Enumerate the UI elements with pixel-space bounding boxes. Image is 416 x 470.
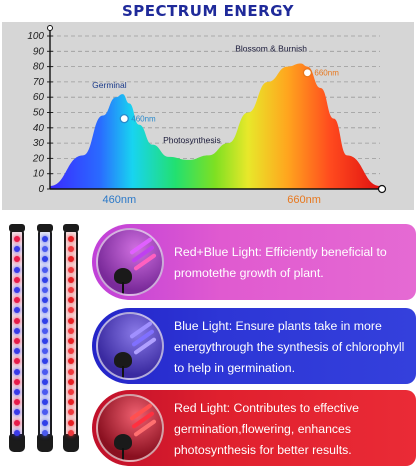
x-axis-label: 660nm [287, 194, 321, 206]
led-dot [68, 358, 74, 365]
y-tick-label: 10 [33, 169, 45, 180]
wavelength-marker [119, 113, 129, 124]
y-tick-label: 70 [33, 77, 45, 88]
led-dot [42, 327, 48, 334]
led-dot [42, 399, 48, 406]
led-dot [68, 409, 74, 416]
grow-light-bars [0, 218, 90, 470]
led-dot [14, 338, 20, 344]
y-axis-end-dot [47, 25, 53, 31]
led-dot [14, 246, 20, 253]
led-dot [14, 297, 20, 304]
red-light-panel: Red Light: Contributes to effective germ… [92, 390, 416, 466]
led-dot [42, 409, 48, 416]
led-dot [14, 276, 20, 283]
led-dot [14, 358, 20, 365]
led-dot [42, 378, 48, 385]
blue-light-panel: Blue Light: Ensure plants take in more e… [92, 308, 416, 384]
led-dot [14, 327, 20, 334]
y-tick-label: 100 [27, 31, 44, 42]
y-tick-label: 30 [33, 138, 45, 149]
led-dot [14, 256, 20, 263]
led-light-bar [37, 224, 53, 452]
y-tick-label: 80 [33, 62, 45, 73]
blue-light-text: Blue Light: Ensure plants take in more e… [174, 318, 405, 375]
led-dot [68, 399, 74, 406]
y-tick-label: 0 [38, 184, 44, 195]
led-dot [68, 378, 74, 385]
led-dot [42, 287, 48, 293]
led-dot [42, 297, 48, 304]
y-tick-label: 50 [33, 108, 45, 119]
led-dot [14, 307, 20, 314]
led-light-bar [9, 224, 25, 452]
led-dot [14, 348, 20, 355]
led-dot [42, 338, 48, 344]
led-dot [68, 327, 74, 334]
led-dot [14, 399, 20, 406]
led-dot [42, 246, 48, 253]
led-dot [68, 297, 74, 304]
led-dot [42, 236, 48, 242]
led-dot [14, 409, 20, 416]
led-dot [14, 378, 20, 385]
wavelength-marker [302, 68, 313, 78]
led-dot [42, 358, 48, 365]
y-tick-label: 60 [33, 92, 45, 103]
led-dot [14, 368, 20, 375]
led-dot [14, 287, 20, 293]
led-dot [14, 429, 20, 436]
red-light-text: Red Light: Contributes to effective germ… [174, 400, 360, 457]
wavelength-marker-label: 460nm [131, 115, 156, 124]
red-blue-light-text: Red+Blue Light: Efficiently beneficial t… [174, 245, 387, 280]
led-dot [14, 266, 20, 273]
red-blue-light-panel: Red+Blue Light: Efficiently beneficial t… [92, 224, 416, 300]
red-blue-light-photo [96, 228, 164, 296]
led-dot [68, 368, 74, 375]
led-dot [42, 429, 48, 436]
chart-annotation: Germinal [92, 80, 127, 90]
led-dot [14, 389, 20, 395]
led-dot [14, 317, 20, 324]
y-tick-label: 20 [32, 153, 45, 164]
led-dot [68, 338, 74, 344]
led-dot [68, 266, 74, 273]
led-dot [42, 389, 48, 395]
led-dot [14, 236, 20, 242]
led-dot [42, 368, 48, 375]
led-dot [42, 419, 48, 426]
led-dot [14, 419, 20, 426]
spectrum-chart-svg: 0 10 20 30 40 50 60 70 80 90 100 460nm 660nm Germinal… [27, 25, 387, 206]
spectrum-chart: 0 10 20 30 40 50 60 70 80 90 100 460nm 660nm Germinal… [2, 22, 414, 210]
red-light-photo [96, 394, 164, 462]
led-dot [42, 256, 48, 263]
led-dot [68, 429, 74, 436]
led-dot [42, 266, 48, 273]
led-dot [42, 307, 48, 314]
wavelength-marker-label: 660nm [314, 69, 339, 78]
x-axis-label: 460nm [102, 194, 136, 206]
led-dot [68, 317, 74, 324]
y-tick-label: 40 [33, 123, 45, 134]
led-dot [68, 348, 74, 355]
blue-light-photo [96, 312, 164, 380]
led-dot [68, 287, 74, 293]
led-dot [68, 246, 74, 253]
x-axis-end-dot [377, 184, 387, 194]
led-light-bar [63, 224, 79, 452]
led-dot [68, 389, 74, 395]
led-dot [68, 256, 74, 263]
chart-annotation: Blossom & Burnish [235, 43, 307, 53]
chart-title: SPECTRUM ENERGY [121, 2, 295, 20]
led-dot [68, 276, 74, 283]
led-dot [42, 348, 48, 355]
led-dot [68, 236, 74, 242]
led-dot [68, 419, 74, 426]
led-dot [68, 307, 74, 314]
y-tick-label: 90 [33, 46, 45, 57]
spectrum-area [50, 63, 380, 189]
led-dot [42, 317, 48, 324]
led-dot [42, 276, 48, 283]
chart-annotation: Photosynthesis [163, 135, 221, 145]
